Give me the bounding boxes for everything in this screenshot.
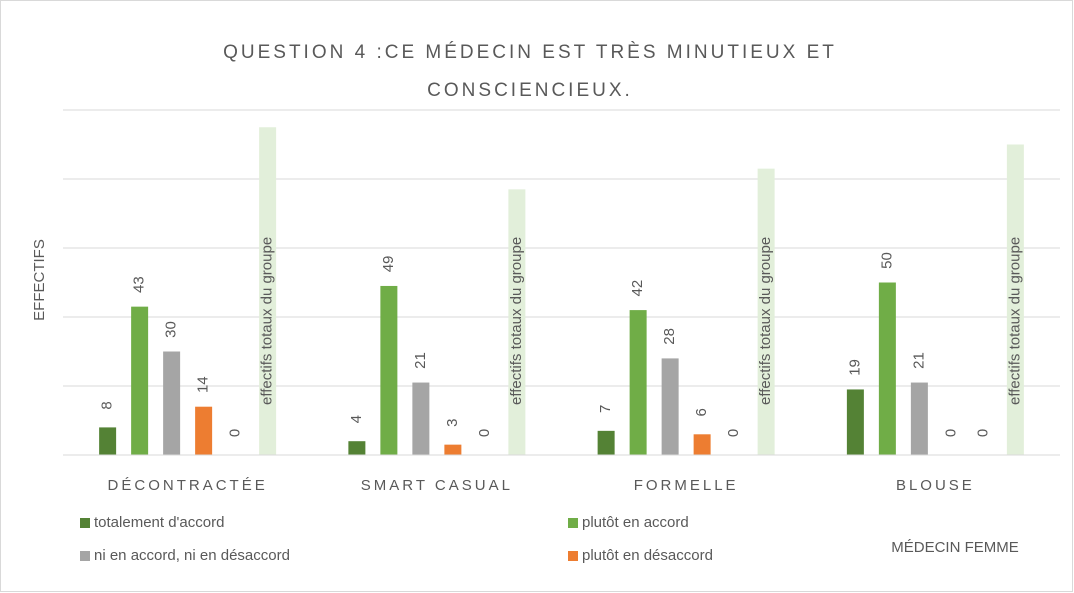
data-label: 21: [412, 352, 429, 369]
legend-label: plutôt en désaccord: [582, 547, 713, 564]
total-label: effectifs totaux du groupe: [259, 237, 276, 405]
bar: [508, 189, 526, 455]
chart-title: QUESTION 4 :CE MÉDECIN EST TRÈS MINUTIEU…: [223, 42, 837, 101]
legend-swatch: [80, 551, 90, 561]
total-label: effectifs totaux du groupe: [757, 237, 774, 405]
data-label: 42: [629, 280, 646, 297]
data-label: 50: [878, 252, 895, 269]
bar: [1006, 144, 1024, 455]
bar: [99, 427, 117, 455]
data-label: 0: [476, 429, 493, 437]
bar: [878, 282, 896, 455]
bar: [629, 310, 647, 455]
bar: [910, 382, 928, 455]
bar: [348, 441, 366, 455]
data-label: 3: [444, 418, 461, 426]
data-label: 19: [846, 359, 863, 376]
bar: [757, 168, 775, 455]
bar: [444, 444, 462, 455]
bar: [380, 285, 398, 455]
data-label: 7: [597, 405, 614, 413]
bar: [661, 358, 679, 455]
data-label: 6: [693, 408, 710, 416]
x-tick-label: DÉCONTRACTÉE: [108, 477, 268, 494]
legend-label: totalement d'accord: [94, 514, 224, 531]
data-label: 0: [974, 429, 991, 437]
x-tick-label: SMART CASUAL: [361, 477, 513, 494]
data-label: 43: [131, 276, 148, 293]
data-label: 28: [661, 328, 678, 345]
bar: [259, 127, 277, 455]
legend-label: plutôt en accord: [582, 514, 689, 531]
total-label: effectifs totaux du groupe: [1006, 237, 1023, 405]
bar: [846, 389, 864, 455]
data-label: 21: [910, 352, 927, 369]
total-label: effectifs totaux du groupe: [508, 237, 525, 405]
data-label: 0: [227, 429, 244, 437]
legend-swatch: [80, 518, 90, 528]
bar: [693, 434, 711, 455]
bar: [195, 406, 213, 455]
y-axis-label: EFFECTIFS: [31, 239, 48, 321]
x-tick-label: FORMELLE: [634, 477, 739, 494]
bar: [163, 351, 181, 455]
bar: [412, 382, 430, 455]
data-label: 0: [942, 429, 959, 437]
data-label: 14: [195, 376, 212, 393]
data-label: 49: [380, 256, 397, 273]
data-label: 4: [348, 415, 365, 423]
legend-swatch: [568, 551, 578, 561]
data-label: 0: [725, 429, 742, 437]
x-tick-label: BLOUSE: [896, 477, 975, 494]
legend-swatch: [568, 518, 578, 528]
annotation: MÉDECIN FEMME: [891, 539, 1019, 556]
bar: [597, 430, 615, 455]
data-label: 30: [163, 321, 180, 338]
bar: [131, 306, 149, 455]
legend-label: ni en accord, ni en désaccord: [94, 547, 290, 564]
data-label: 8: [99, 401, 116, 409]
